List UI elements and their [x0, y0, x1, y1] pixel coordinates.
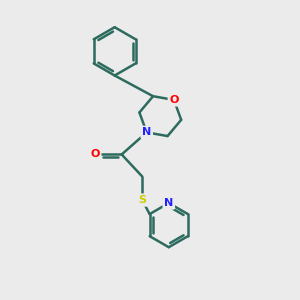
Text: N: N: [142, 128, 151, 137]
Text: N: N: [164, 198, 173, 208]
Text: O: O: [169, 95, 178, 105]
Text: S: S: [138, 195, 146, 205]
Text: O: O: [91, 149, 100, 160]
